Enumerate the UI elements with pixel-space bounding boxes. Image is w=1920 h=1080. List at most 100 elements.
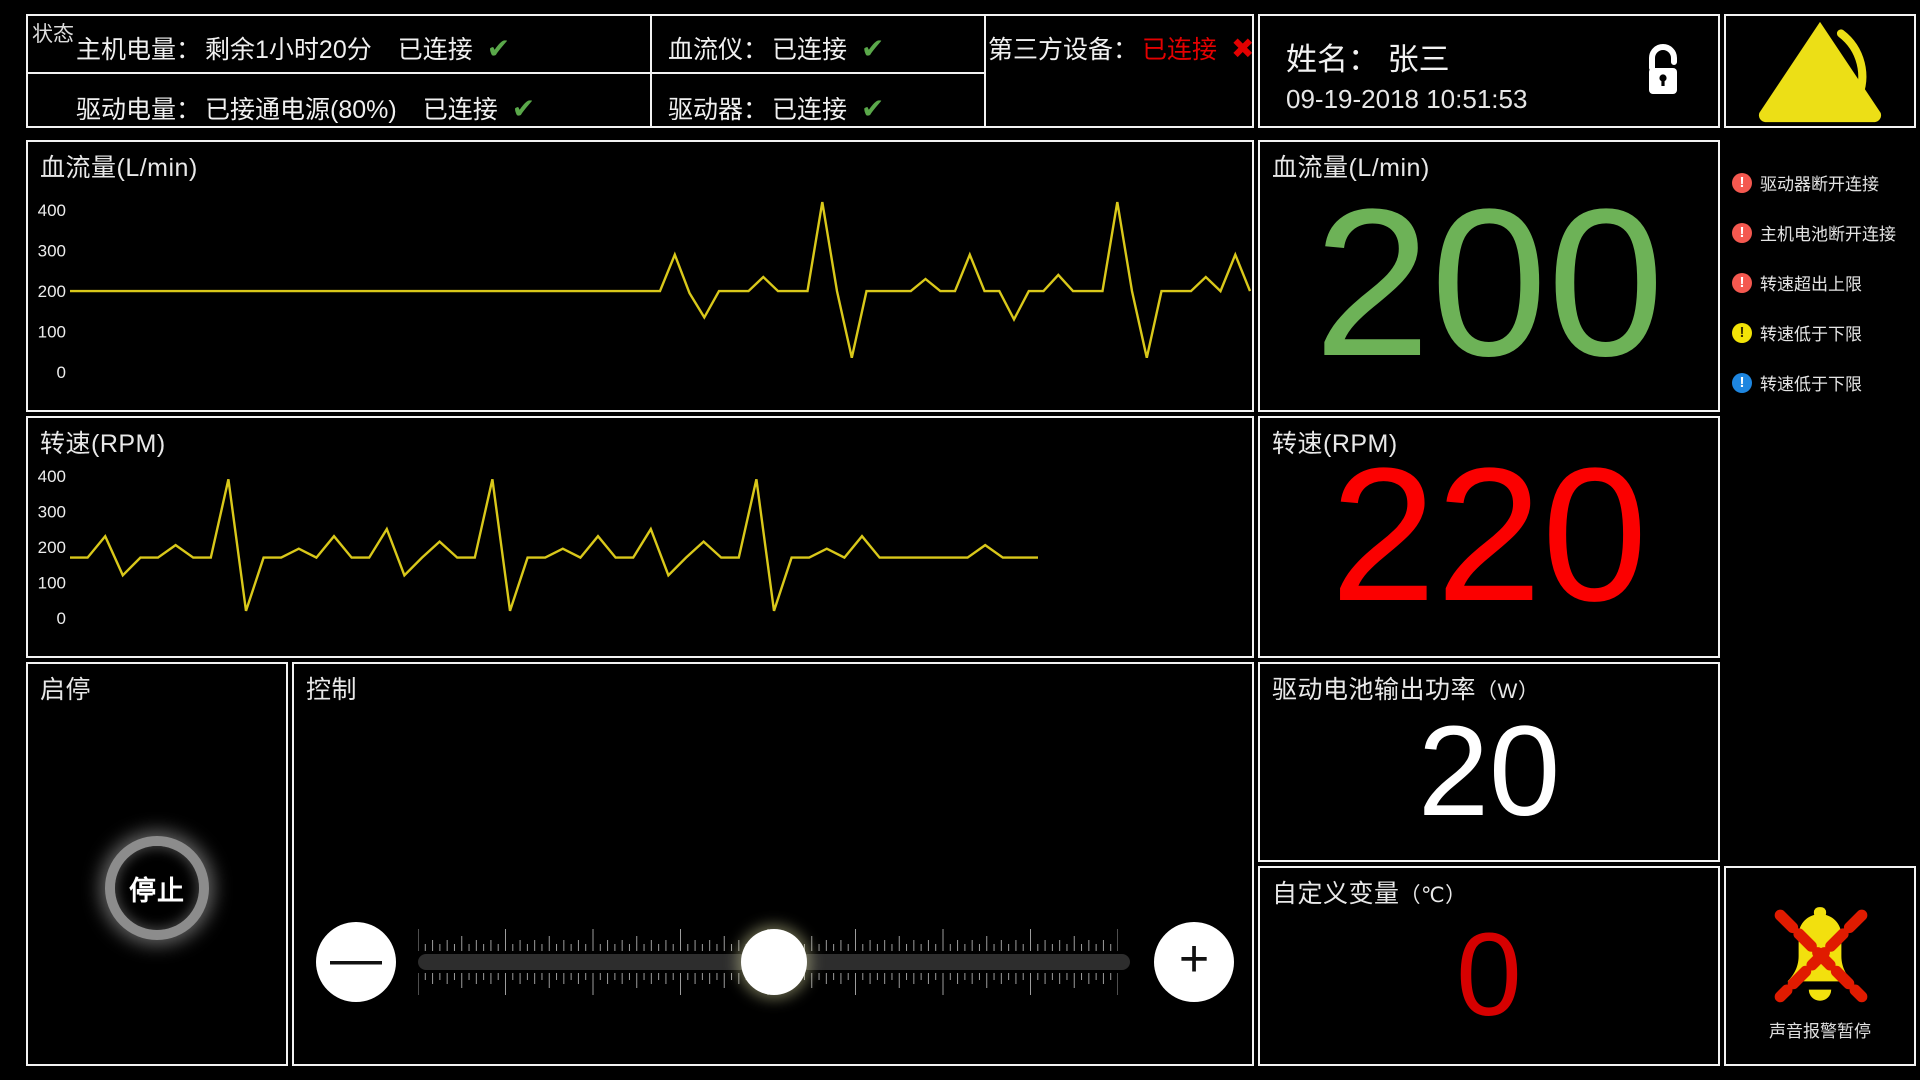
alarm-legend-item: ! 驱动器断开连接 xyxy=(1732,170,1879,195)
status-host-power: 主机电量： 剩余1小时20分 已连接 ✔ xyxy=(76,24,510,72)
custom-variable-readout-panel: 自定义变量（℃） 0 xyxy=(1258,866,1720,1066)
host-power-label: 主机电量： xyxy=(76,36,202,64)
plus-icon: + xyxy=(1178,930,1210,988)
svg-text:400: 400 xyxy=(38,467,66,486)
status-blood-meter: 血流仪： 已连接 ✔ xyxy=(668,24,885,72)
power-readout-label: 驱动电池输出功率 xyxy=(1272,676,1477,704)
divider xyxy=(650,16,652,126)
flow-waveform-plot: 0 100 200 300 400 xyxy=(38,201,1252,382)
alarm-legend-label: 转速低于下限 xyxy=(1760,325,1862,344)
svg-text:200: 200 xyxy=(38,282,66,301)
alarm-legend-item: ! 主机电池断开连接 xyxy=(1732,220,1896,245)
svg-text:300: 300 xyxy=(38,502,66,521)
blood-meter-label: 血流仪： xyxy=(668,36,769,64)
third-party-value: 已连接 xyxy=(1142,36,1218,64)
status-drive-power: 驱动电量： 已接通电源(80%) 已连接 ✔ xyxy=(76,84,535,132)
drive-power-label: 驱动电量： xyxy=(76,96,202,124)
svg-text:100: 100 xyxy=(38,573,66,592)
bell-muted-icon xyxy=(1764,902,1876,1019)
drive-power-value: 已接通电源(80%) xyxy=(205,96,397,124)
warning-indicator-panel[interactable] xyxy=(1724,14,1916,128)
alarm-legend: ! 驱动器断开连接 ! 主机电池断开连接 ! 转速超出上限 ! 转速低于下限 !… xyxy=(1724,134,1916,856)
start-stop-section-label: 启停 xyxy=(40,676,92,704)
divider xyxy=(984,16,986,126)
check-icon: ✔ xyxy=(511,92,536,124)
custom-variable-value: 0 xyxy=(1456,909,1522,1041)
alert-yellow-icon: ! xyxy=(1732,322,1752,343)
rpm-waveform-plot: 0 100 200 300 400 xyxy=(38,467,1252,628)
svg-text:100: 100 xyxy=(38,323,66,342)
flow-chart-title: 血流量(L/min) xyxy=(40,154,198,182)
blood-flow-value: 200 xyxy=(1313,165,1665,400)
temp-readout-label: 自定义变量 xyxy=(1272,880,1400,908)
alarm-mute-panel[interactable]: 声音报警暂停 xyxy=(1724,866,1916,1066)
rpm-readout-panel: 转速(RPM) 220 xyxy=(1258,416,1720,658)
stop-button[interactable]: 停止 xyxy=(105,836,209,940)
power-readout-unit: （W） xyxy=(1476,680,1540,703)
alarm-legend-label: 主机电池断开连接 xyxy=(1760,225,1896,244)
flow-readout-title: 血流量(L/min) xyxy=(1272,154,1430,182)
status-panel: 主机电量： 剩余1小时20分 已连接 ✔ 驱动电量： 已接通电源(80%) 已连… xyxy=(26,14,1255,128)
status-grid: 主机电量： 剩余1小时20分 已连接 ✔ 驱动电量： 已接通电源(80%) 已连… xyxy=(28,16,1255,126)
blood-meter-value: 已连接 xyxy=(772,36,848,64)
yellow-warning-triangle-icon xyxy=(1750,13,1890,130)
alarm-mute-label: 声音报警暂停 xyxy=(1769,1022,1871,1041)
start-stop-panel: 启停 停止 xyxy=(26,662,288,1066)
host-power-value: 剩余1小时20分 xyxy=(205,36,372,64)
svg-text:300: 300 xyxy=(38,242,66,261)
alarm-legend-item: ! 转速低于下限 xyxy=(1732,320,1862,345)
driver-label: 驱动器： xyxy=(668,96,769,124)
svg-text:0: 0 xyxy=(57,609,66,628)
alarm-legend-label: 驱动器断开连接 xyxy=(1760,175,1879,194)
third-party-label: 第三方设备： xyxy=(988,36,1139,64)
rpm-chart-title: 转速(RPM) xyxy=(40,430,166,458)
unlocked-padlock-icon[interactable] xyxy=(1640,42,1686,100)
alert-red-icon: ! xyxy=(1732,272,1752,293)
rpm-value: 220 xyxy=(1330,429,1648,641)
control-panel: 控制 — + xyxy=(292,662,1254,1066)
rpm-waveform-panel: 转速(RPM) 0 100 200 300 400 xyxy=(26,416,1254,658)
battery-power-readout-panel: 驱动电池输出功率（W） 20 xyxy=(1258,662,1720,862)
alert-blue-icon: ! xyxy=(1732,372,1752,393)
power-readout-title: 驱动电池输出功率（W） xyxy=(1272,670,1539,706)
host-power-conn: 已连接 xyxy=(397,36,473,64)
cross-icon: ✖ xyxy=(1231,32,1255,64)
alarm-legend-item: ! 转速超出上限 xyxy=(1732,270,1862,295)
decrease-button[interactable]: — xyxy=(316,922,396,1002)
check-icon: ✔ xyxy=(861,92,885,124)
svg-text:400: 400 xyxy=(38,201,66,220)
timestamp: 09-19-2018 10:51:53 xyxy=(1286,84,1528,114)
alarm-legend-label: 转速低于下限 xyxy=(1760,375,1862,394)
patient-name: 姓名： 张三 xyxy=(1286,42,1450,77)
control-section-label: 控制 xyxy=(306,676,358,704)
rpm-readout-title: 转速(RPM) xyxy=(1272,430,1398,458)
alarm-legend-item: ! 转速低于下限 xyxy=(1732,370,1862,395)
speed-slider-row: — + xyxy=(294,902,1252,1022)
alert-red-icon: ! xyxy=(1732,222,1752,243)
temp-readout-title: 自定义变量（℃） xyxy=(1272,874,1467,910)
patient-info-panel: 姓名： 张三 09-19-2018 10:51:53 xyxy=(1258,14,1720,128)
status-third-party: 第三方设备： 已连接 ✖ xyxy=(988,24,1255,72)
blood-flow-readout-panel: 血流量(L/min) 200 xyxy=(1258,140,1720,412)
increase-button[interactable]: + xyxy=(1154,922,1234,1002)
drive-power-conn: 已连接 xyxy=(422,96,498,124)
minus-icon: — xyxy=(330,930,382,988)
divider xyxy=(28,72,650,74)
check-icon: ✔ xyxy=(486,32,511,64)
driver-value: 已连接 xyxy=(772,96,848,124)
battery-power-value: 20 xyxy=(1417,700,1561,843)
blood-flow-waveform-panel: 血流量(L/min) 0 100 200 300 400 xyxy=(26,140,1254,412)
divider xyxy=(652,72,984,74)
alert-red-icon: ! xyxy=(1732,172,1752,193)
check-icon: ✔ xyxy=(861,32,885,64)
temp-readout-unit: （℃） xyxy=(1399,884,1467,907)
svg-text:0: 0 xyxy=(57,363,66,382)
alarm-legend-label: 转速超出上限 xyxy=(1760,275,1862,294)
speed-slider[interactable] xyxy=(418,902,1130,1022)
status-section-label: 状态 xyxy=(32,23,74,46)
slider-thumb[interactable] xyxy=(741,929,807,995)
stop-button-label: 停止 xyxy=(129,875,185,906)
status-driver: 驱动器： 已连接 ✔ xyxy=(668,84,885,132)
svg-text:200: 200 xyxy=(38,538,66,557)
